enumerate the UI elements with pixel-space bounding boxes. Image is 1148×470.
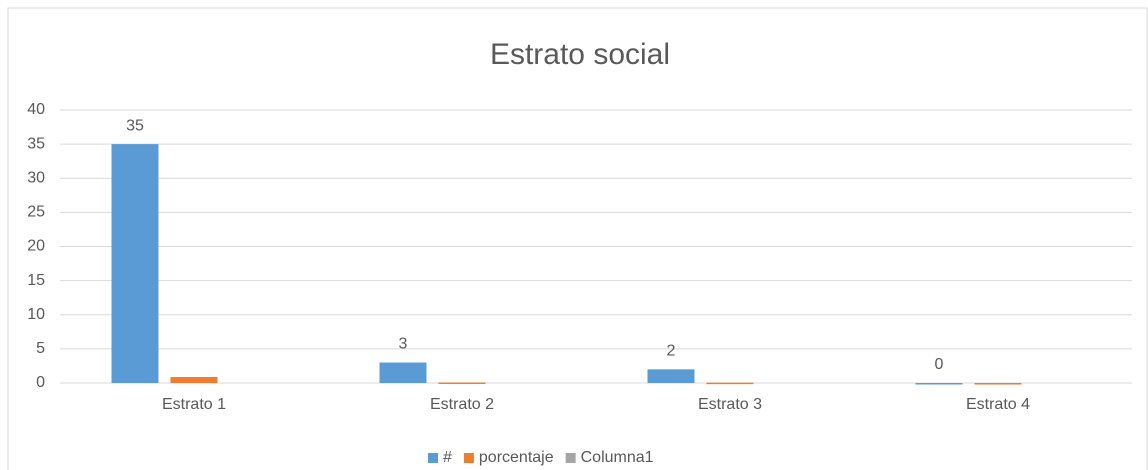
y-tick-label: 10 [27,306,45,323]
y-tick-label: 25 [27,204,45,221]
bar [647,369,695,383]
legend-label: # [443,449,452,466]
bar [111,144,159,383]
chart-border [7,7,1148,470]
chart-title: Estrato social [490,38,670,71]
bar [974,383,1022,385]
y-tick-label: 5 [36,340,45,357]
y-tick-label: 30 [27,169,45,186]
y-tick-label: 15 [27,272,45,289]
legend-label: Columna1 [581,449,654,466]
legend-label: porcentaje [479,449,554,466]
y-tick-label: 20 [27,238,45,255]
data-label: 3 [399,336,408,353]
bar [379,362,427,383]
data-label: 35 [126,117,144,134]
y-tick-label: 0 [36,374,45,391]
bar [438,382,486,384]
legend-swatch [565,453,576,463]
x-tick-label: Estrato 1 [162,396,226,413]
bar [170,377,218,383]
x-tick-label: Estrato 4 [966,396,1030,413]
bar [706,382,754,385]
legend-swatch [428,453,438,463]
x-tick-label: Estrato 3 [698,396,762,413]
bar [915,383,963,385]
x-tick-label: Estrato 2 [430,396,494,413]
legend-swatch [463,453,474,463]
data-label: 2 [667,343,676,360]
data-label: 0 [935,356,944,373]
y-tick-label: 40 [27,101,45,118]
y-tick-label: 35 [27,135,45,152]
